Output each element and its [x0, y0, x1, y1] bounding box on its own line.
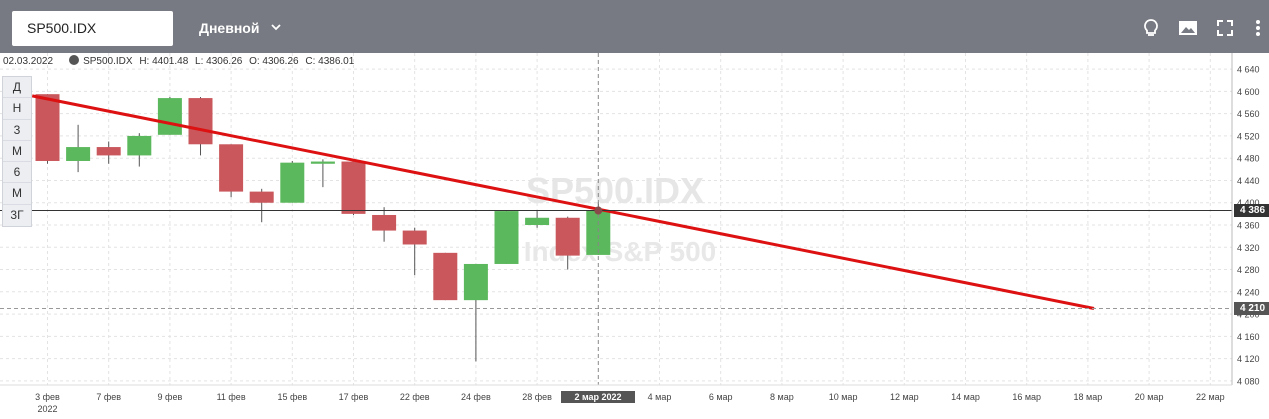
grid: [0, 53, 1232, 385]
candle-down: [402, 230, 427, 245]
x-tick-label: 9 фев: [158, 392, 183, 402]
y-tick-label: 4 440: [1237, 176, 1260, 186]
period-6-button[interactable]: 6: [3, 162, 31, 184]
x-tick-label: 12 мар: [890, 392, 919, 402]
x-tick-label: 6 мар: [709, 392, 733, 402]
candle-down: [372, 214, 397, 231]
y-tick-label: 4 280: [1237, 265, 1260, 275]
period-month-button[interactable]: М: [3, 141, 31, 163]
candle-down: [96, 147, 121, 156]
y-tick-label: 4 400: [1237, 198, 1260, 208]
crosshair-price-label: 4 386: [1234, 204, 1269, 218]
top-toolbar: SP500.IDX Дневной: [0, 0, 1269, 53]
watermark-title: SP500.IDX: [526, 170, 704, 211]
candle-down: [249, 191, 274, 203]
x-tick-label: 14 мар: [951, 392, 980, 402]
info-high: H: 4401.48: [139, 56, 189, 67]
x-tick-label: 7 фев: [96, 392, 121, 402]
y-tick-label: 4 320: [1237, 243, 1260, 253]
x-tick-label: 16 мар: [1012, 392, 1041, 402]
trendline: [31, 94, 1095, 310]
candle-down: [341, 161, 366, 214]
interval-selector[interactable]: Дневной: [199, 20, 260, 36]
candle-up: [66, 147, 91, 161]
period-3y-button[interactable]: 3Г: [10, 207, 24, 222]
candle-up: [310, 161, 335, 164]
candle-up: [494, 211, 519, 264]
y-tick-label: 4 600: [1237, 87, 1260, 97]
bulb-icon[interactable]: [1141, 18, 1161, 38]
period-m-button[interactable]: М: [3, 183, 31, 205]
period-3m-button[interactable]: 3: [3, 120, 31, 141]
candle-up: [127, 135, 152, 156]
y-tick-label: 4 360: [1237, 221, 1260, 231]
fullscreen-icon[interactable]: [1215, 18, 1235, 38]
price-chart[interactable]: SP500.IDX Index S&P 500 4 080 4 120 4 160 4…: [0, 53, 1269, 419]
chart-canvas[interactable]: SP500.IDX Index S&P 500 4 080 4 120 4 160 4…: [0, 53, 1269, 419]
x-tick-label: 11 фев: [217, 392, 246, 402]
x-tick-label: 3 фев: [35, 392, 60, 402]
info-symbol: SP500.IDX: [83, 56, 133, 67]
period-day-button[interactable]: Д: [3, 77, 31, 99]
candle-up: [463, 263, 488, 301]
candles: [35, 94, 611, 362]
crosshair-date-label: 2 мар 2022: [561, 391, 635, 403]
period-panel: Д Н 3 М 6 М 3Г: [2, 76, 32, 228]
candle-down: [219, 144, 244, 192]
x-tick-label: 22 мар: [1196, 392, 1225, 402]
y-tick-label: 4 520: [1237, 131, 1260, 141]
x-tick-label: 17 фев: [339, 392, 369, 402]
y-tick-label: 4 080: [1237, 376, 1260, 386]
more-icon[interactable]: [1253, 18, 1263, 38]
x-tick-label: 4 мар: [648, 392, 672, 402]
x-tick-label: 8 мар: [770, 392, 794, 402]
y-tick-label: 4 120: [1237, 354, 1260, 364]
candle-up: [280, 162, 305, 203]
info-date: 02.03.2022: [3, 56, 54, 67]
image-icon[interactable]: [1178, 18, 1198, 38]
trendline-price-label: 4 210: [1234, 302, 1269, 315]
series-dot-icon: [69, 55, 80, 65]
y-tick-label: 4 560: [1237, 109, 1260, 119]
x-tick-sublabel: 2022: [37, 404, 57, 414]
info-open: O: 4306.26: [249, 56, 299, 67]
info-close: C: 4386.01: [305, 56, 355, 67]
symbol-input[interactable]: SP500.IDX: [12, 11, 173, 46]
y-tick-label: 4 480: [1237, 154, 1260, 164]
x-tick-label: 10 мар: [829, 392, 858, 402]
candle-down: [555, 217, 580, 256]
ohlc-info: 02.03.2022 SP500.IDX H: 4401.48 L: 4306.2…: [3, 55, 358, 67]
candle-down: [188, 98, 213, 145]
chevron-down-icon[interactable]: [270, 21, 282, 33]
y-tick-label: 4 160: [1237, 332, 1260, 342]
candle-down: [35, 94, 60, 161]
y-tick-label: 4 640: [1237, 65, 1260, 75]
x-tick-label: 22 фев: [400, 392, 430, 402]
overlays: [0, 53, 1232, 385]
y-tick-label: 4 240: [1237, 287, 1260, 297]
x-tick-label: 24 фев: [461, 392, 491, 402]
x-tick-label: 18 мар: [1074, 392, 1103, 402]
watermark: SP500.IDX Index S&P 500: [524, 170, 716, 267]
candle-up: [157, 98, 182, 135]
candle-down: [433, 252, 458, 301]
x-tick-label: 28 фев: [522, 392, 552, 402]
candle-up: [525, 217, 550, 225]
period-week-button[interactable]: Н: [3, 98, 31, 120]
crosshair-point: [594, 206, 603, 215]
x-tick-label: 15 фев: [277, 392, 307, 402]
x-tick-label: 20 мар: [1135, 392, 1164, 402]
info-low: L: 4306.26: [195, 56, 243, 67]
watermark-subtitle: Index S&P 500: [524, 236, 716, 267]
